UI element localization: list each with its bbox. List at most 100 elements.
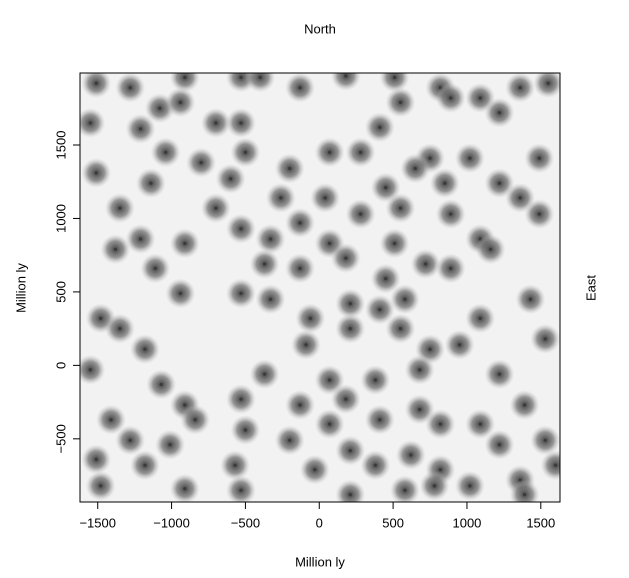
blob-core xyxy=(118,206,122,210)
blob-core xyxy=(518,86,522,90)
y-tick-label: 500 xyxy=(53,281,68,303)
blob-core xyxy=(522,403,527,407)
blob-core xyxy=(153,266,157,271)
blob-core xyxy=(359,212,363,216)
blob-core xyxy=(304,343,308,347)
blob-core xyxy=(143,463,147,467)
blob-core xyxy=(468,484,472,488)
blob-core xyxy=(432,484,437,488)
blob-core xyxy=(239,291,243,295)
blob-core xyxy=(497,181,502,185)
x-axis-label: Million ly xyxy=(295,554,345,569)
x-tick-label: −500 xyxy=(231,515,260,530)
blob-core xyxy=(528,297,533,301)
blob-core xyxy=(488,247,493,251)
blob-core xyxy=(138,127,143,131)
blob-core xyxy=(183,403,187,407)
blob-core xyxy=(449,212,453,216)
blob-core xyxy=(378,418,382,422)
blob-core xyxy=(239,75,243,80)
density-blob xyxy=(80,107,106,138)
blob-core xyxy=(438,422,442,426)
blob-core xyxy=(328,241,332,246)
blob-core xyxy=(308,316,312,320)
blob-core xyxy=(328,150,332,154)
blob-core xyxy=(149,181,153,185)
blob-core xyxy=(449,96,453,100)
blob-core xyxy=(288,438,292,442)
blob-core xyxy=(392,75,397,80)
blob-core xyxy=(344,397,348,401)
blob-core xyxy=(348,302,352,306)
blob-core xyxy=(348,448,352,453)
y-tick-label: 0 xyxy=(53,362,68,369)
blob-core xyxy=(298,403,302,407)
blob-core xyxy=(298,86,302,90)
blob-core xyxy=(88,368,92,372)
blob-core xyxy=(553,463,558,467)
density-blob xyxy=(533,73,560,99)
blob-core xyxy=(164,150,168,154)
blob-core xyxy=(178,100,183,104)
blob-core xyxy=(478,316,482,320)
right-label: East xyxy=(583,275,598,301)
y-tick-label: 1000 xyxy=(53,204,68,233)
blob-core xyxy=(288,166,292,171)
blob-core xyxy=(478,96,482,100)
blob-core xyxy=(239,488,243,492)
blob-core xyxy=(159,382,163,387)
blob-core xyxy=(268,297,273,301)
x-tick-label: −1000 xyxy=(153,515,190,530)
blob-core xyxy=(522,493,527,497)
blob-core xyxy=(233,463,237,467)
blob-core xyxy=(497,111,502,115)
blob-core xyxy=(359,150,363,154)
blob-core xyxy=(409,453,413,457)
blob-core xyxy=(328,378,332,382)
blob-core xyxy=(428,156,432,160)
blob-core xyxy=(178,291,183,295)
blob-core xyxy=(168,443,172,447)
blob-core xyxy=(214,121,218,125)
blob-core xyxy=(497,443,502,447)
blob-core xyxy=(229,177,233,181)
density-blob xyxy=(389,475,420,502)
blob-core xyxy=(193,418,197,422)
blob-core xyxy=(438,468,442,472)
blob-core xyxy=(373,378,377,382)
blob-core xyxy=(158,106,162,110)
blob-core xyxy=(392,241,397,246)
blob-core xyxy=(99,484,103,488)
blob-core xyxy=(398,327,403,331)
blob-core xyxy=(518,196,522,200)
density-blob xyxy=(335,479,366,502)
blob-core xyxy=(457,343,462,347)
blob-core xyxy=(449,266,453,271)
blob-core xyxy=(428,347,432,351)
y-axis-label: Million ly xyxy=(13,263,28,313)
blob-core xyxy=(323,196,327,200)
x-tick-label: −1500 xyxy=(79,515,116,530)
blob-core xyxy=(468,156,472,160)
blob-core xyxy=(313,468,317,472)
blob-core xyxy=(258,75,262,80)
blob-core xyxy=(418,368,422,372)
blob-core xyxy=(344,256,348,260)
density-blob xyxy=(81,73,112,99)
blob-core xyxy=(398,206,403,210)
density-blob xyxy=(225,475,256,502)
blob-core xyxy=(373,463,377,467)
blob-core xyxy=(239,121,243,125)
blob-core xyxy=(263,372,267,376)
blob-core xyxy=(344,74,348,78)
density-blob xyxy=(169,73,200,93)
blob-core xyxy=(543,337,547,341)
x-tick-label: 0 xyxy=(316,515,323,530)
blob-core xyxy=(143,347,147,351)
blob-core xyxy=(128,438,132,442)
density-blob xyxy=(540,450,560,481)
chart-title: North xyxy=(304,21,336,36)
marks xyxy=(80,73,560,502)
blob-core xyxy=(268,237,273,241)
